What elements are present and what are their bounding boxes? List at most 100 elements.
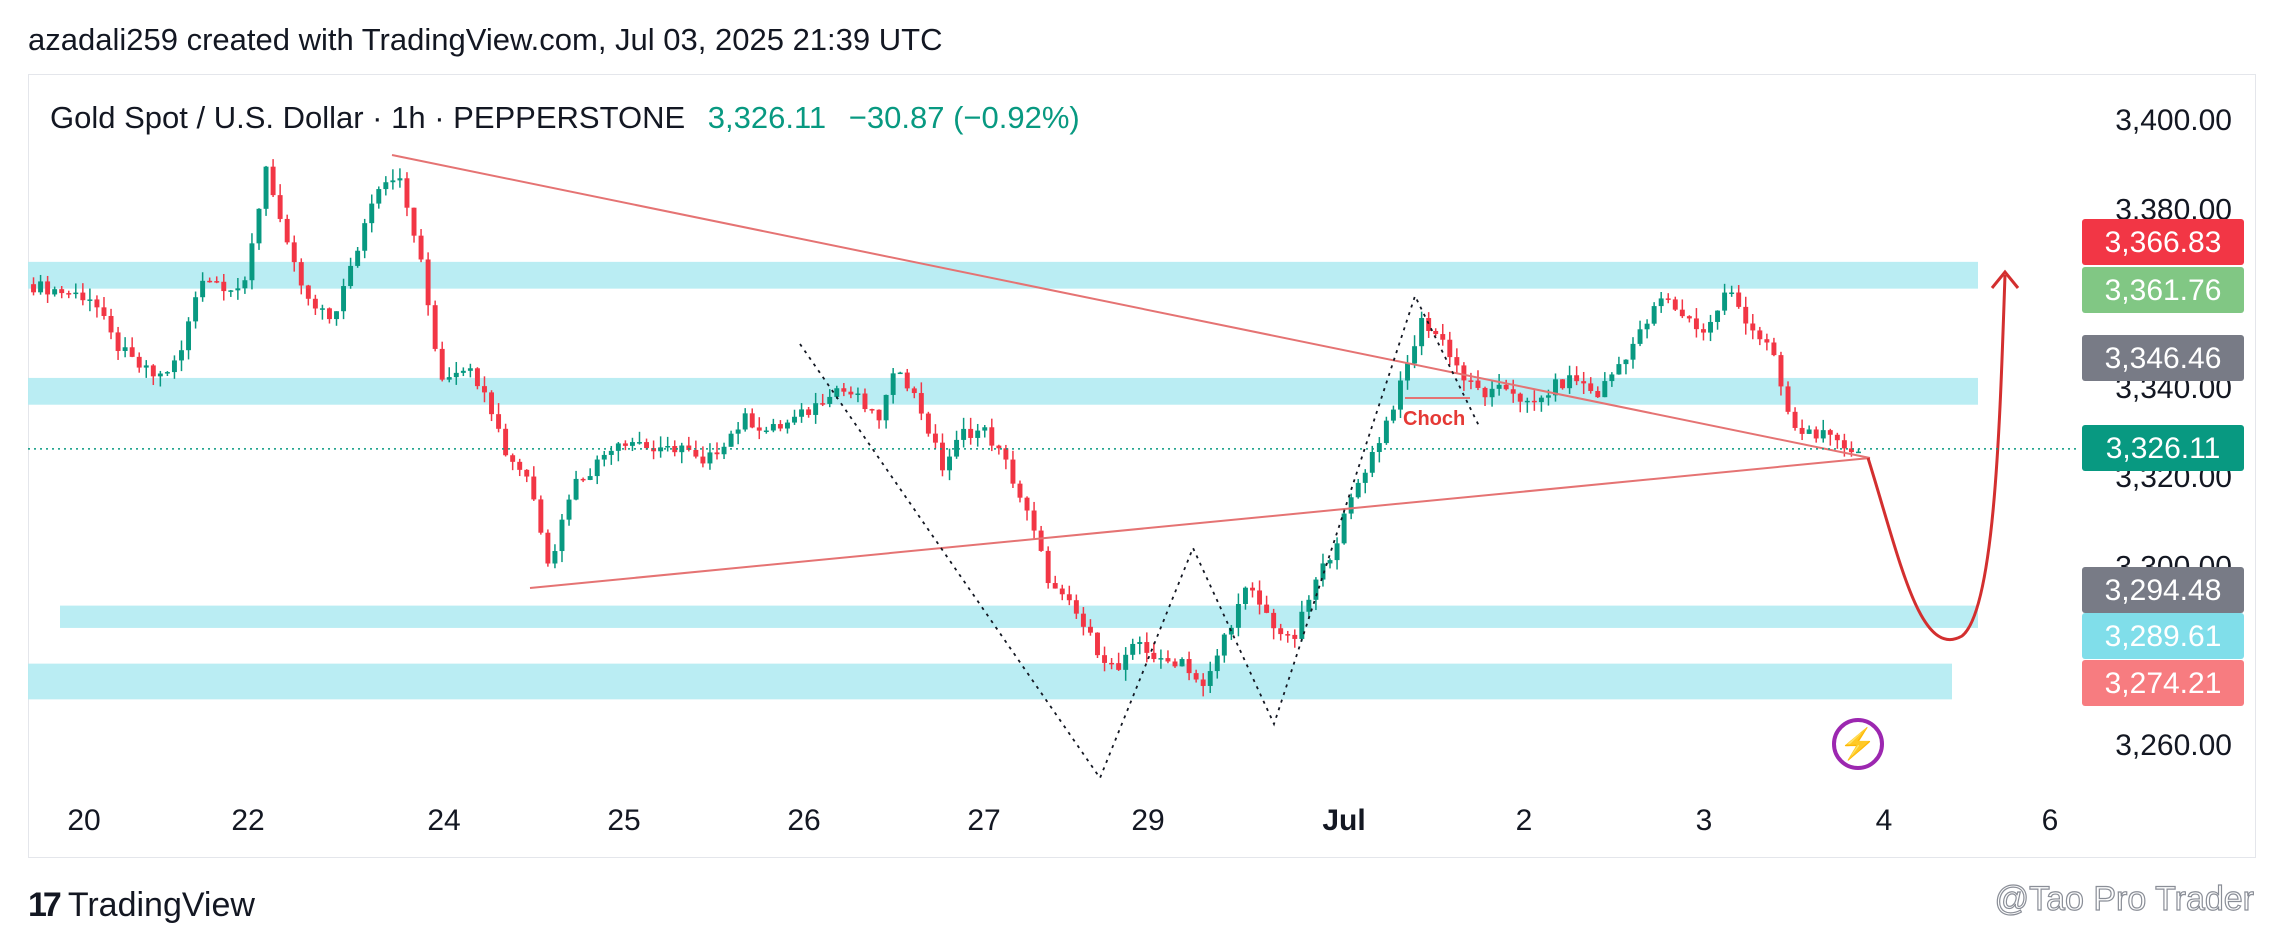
lightning-icon[interactable]: ⚡ — [1832, 718, 1884, 770]
candle-body — [968, 428, 974, 438]
projection-curve — [1866, 274, 2007, 642]
x-tick-label: Jul — [1322, 804, 1365, 837]
candle-body — [559, 519, 565, 552]
chart-frame[interactable] — [28, 74, 2256, 858]
candle-body — [1602, 381, 1608, 398]
candle-body — [615, 443, 621, 451]
candle-body — [742, 413, 748, 430]
candle-body — [348, 265, 354, 287]
candle-body — [291, 242, 297, 263]
candle-body — [1447, 339, 1453, 358]
candle-body — [1722, 292, 1728, 311]
candle-body — [108, 315, 114, 333]
candle-body — [1630, 343, 1636, 360]
candle-body — [1313, 579, 1319, 600]
last-price: 3,326.11 — [707, 100, 827, 135]
candle-body — [799, 409, 805, 417]
candle-body — [1080, 613, 1086, 627]
candle-body — [383, 182, 389, 190]
candle-body — [341, 286, 347, 312]
candle-body — [1792, 411, 1798, 428]
price-axis: 3,400.003,380.003,340.003,320.003,300.00… — [2115, 104, 2232, 762]
candle-body — [1179, 659, 1185, 667]
candle-body — [1736, 292, 1742, 307]
candle-body — [1271, 612, 1277, 629]
candle-body — [1771, 342, 1777, 356]
candle-body — [1355, 482, 1361, 498]
candle-body — [524, 469, 530, 477]
candle-body — [1686, 316, 1692, 319]
candle-body — [665, 446, 671, 448]
candle-body — [1158, 658, 1164, 660]
candle-body — [1834, 434, 1840, 441]
candle-body — [1785, 386, 1791, 412]
x-tick-label: 22 — [231, 804, 264, 837]
candlestick-series — [31, 159, 1861, 697]
candle-body — [813, 403, 819, 415]
chart-drawings: Choch — [28, 154, 2080, 780]
candle-body — [961, 428, 967, 440]
candle-body — [1454, 357, 1460, 366]
candle-body — [38, 281, 44, 293]
candle-body — [221, 281, 227, 292]
candle-body — [143, 365, 149, 368]
x-tick-label: 25 — [607, 804, 640, 837]
candle-body — [1693, 318, 1699, 330]
candle-body — [1045, 550, 1051, 584]
candle-body — [672, 446, 678, 453]
candle-body — [1644, 323, 1650, 330]
candle-body — [1102, 655, 1108, 663]
candle-body — [200, 280, 206, 298]
candle-body — [496, 414, 502, 429]
candle-body — [376, 189, 382, 204]
candle-body — [1052, 583, 1058, 589]
candle-body — [446, 377, 452, 380]
candle-body — [763, 430, 769, 433]
price-labels: 3,366.83 3,361.76 3,346.46 3,326.11 3,294.48… — [2082, 219, 2244, 706]
candle-body — [1665, 298, 1671, 300]
candle-body — [1856, 451, 1861, 454]
candle-body — [1285, 634, 1291, 636]
candle-body — [1144, 642, 1150, 653]
candle-body — [1003, 448, 1009, 460]
candle-body — [855, 393, 861, 396]
price-label-text: 3,294.48 — [2105, 574, 2222, 607]
candle-body — [1390, 409, 1396, 421]
candle-body — [1320, 563, 1326, 580]
price-label-box — [2082, 567, 2244, 613]
candle-body — [411, 207, 417, 236]
price-label-box — [2082, 219, 2244, 265]
candle-body — [1475, 380, 1481, 388]
candle-body — [1031, 510, 1037, 531]
candle-body — [587, 476, 593, 480]
candle-body — [80, 292, 86, 301]
candle-body — [637, 442, 642, 444]
tradingview-logo[interactable]: 17 TradingView — [28, 886, 255, 925]
price-label-box — [2082, 613, 2244, 659]
candle-body — [658, 447, 664, 452]
tv-logo-icon: 17 — [28, 886, 62, 924]
candle-body — [1482, 387, 1488, 398]
candle-body — [883, 394, 889, 421]
candle-body — [270, 166, 276, 196]
candle-body — [545, 532, 551, 564]
swing-dotted-line — [799, 293, 1481, 780]
candle-body — [975, 430, 981, 438]
candle-body — [52, 289, 58, 295]
candle-body — [1468, 380, 1474, 382]
candle-body — [1517, 393, 1523, 402]
candle-body — [1672, 299, 1678, 310]
candle-body — [390, 180, 396, 183]
candle-body — [432, 305, 438, 349]
candle-body — [1637, 329, 1643, 344]
candle-body — [777, 424, 783, 429]
candle-body — [806, 409, 812, 415]
candle-body — [397, 178, 403, 181]
candle-body — [629, 442, 635, 446]
candle-body — [1264, 604, 1270, 613]
candle-body — [594, 459, 600, 477]
candle-body — [129, 347, 135, 357]
candle-body — [157, 373, 163, 377]
candle-body — [59, 289, 65, 294]
